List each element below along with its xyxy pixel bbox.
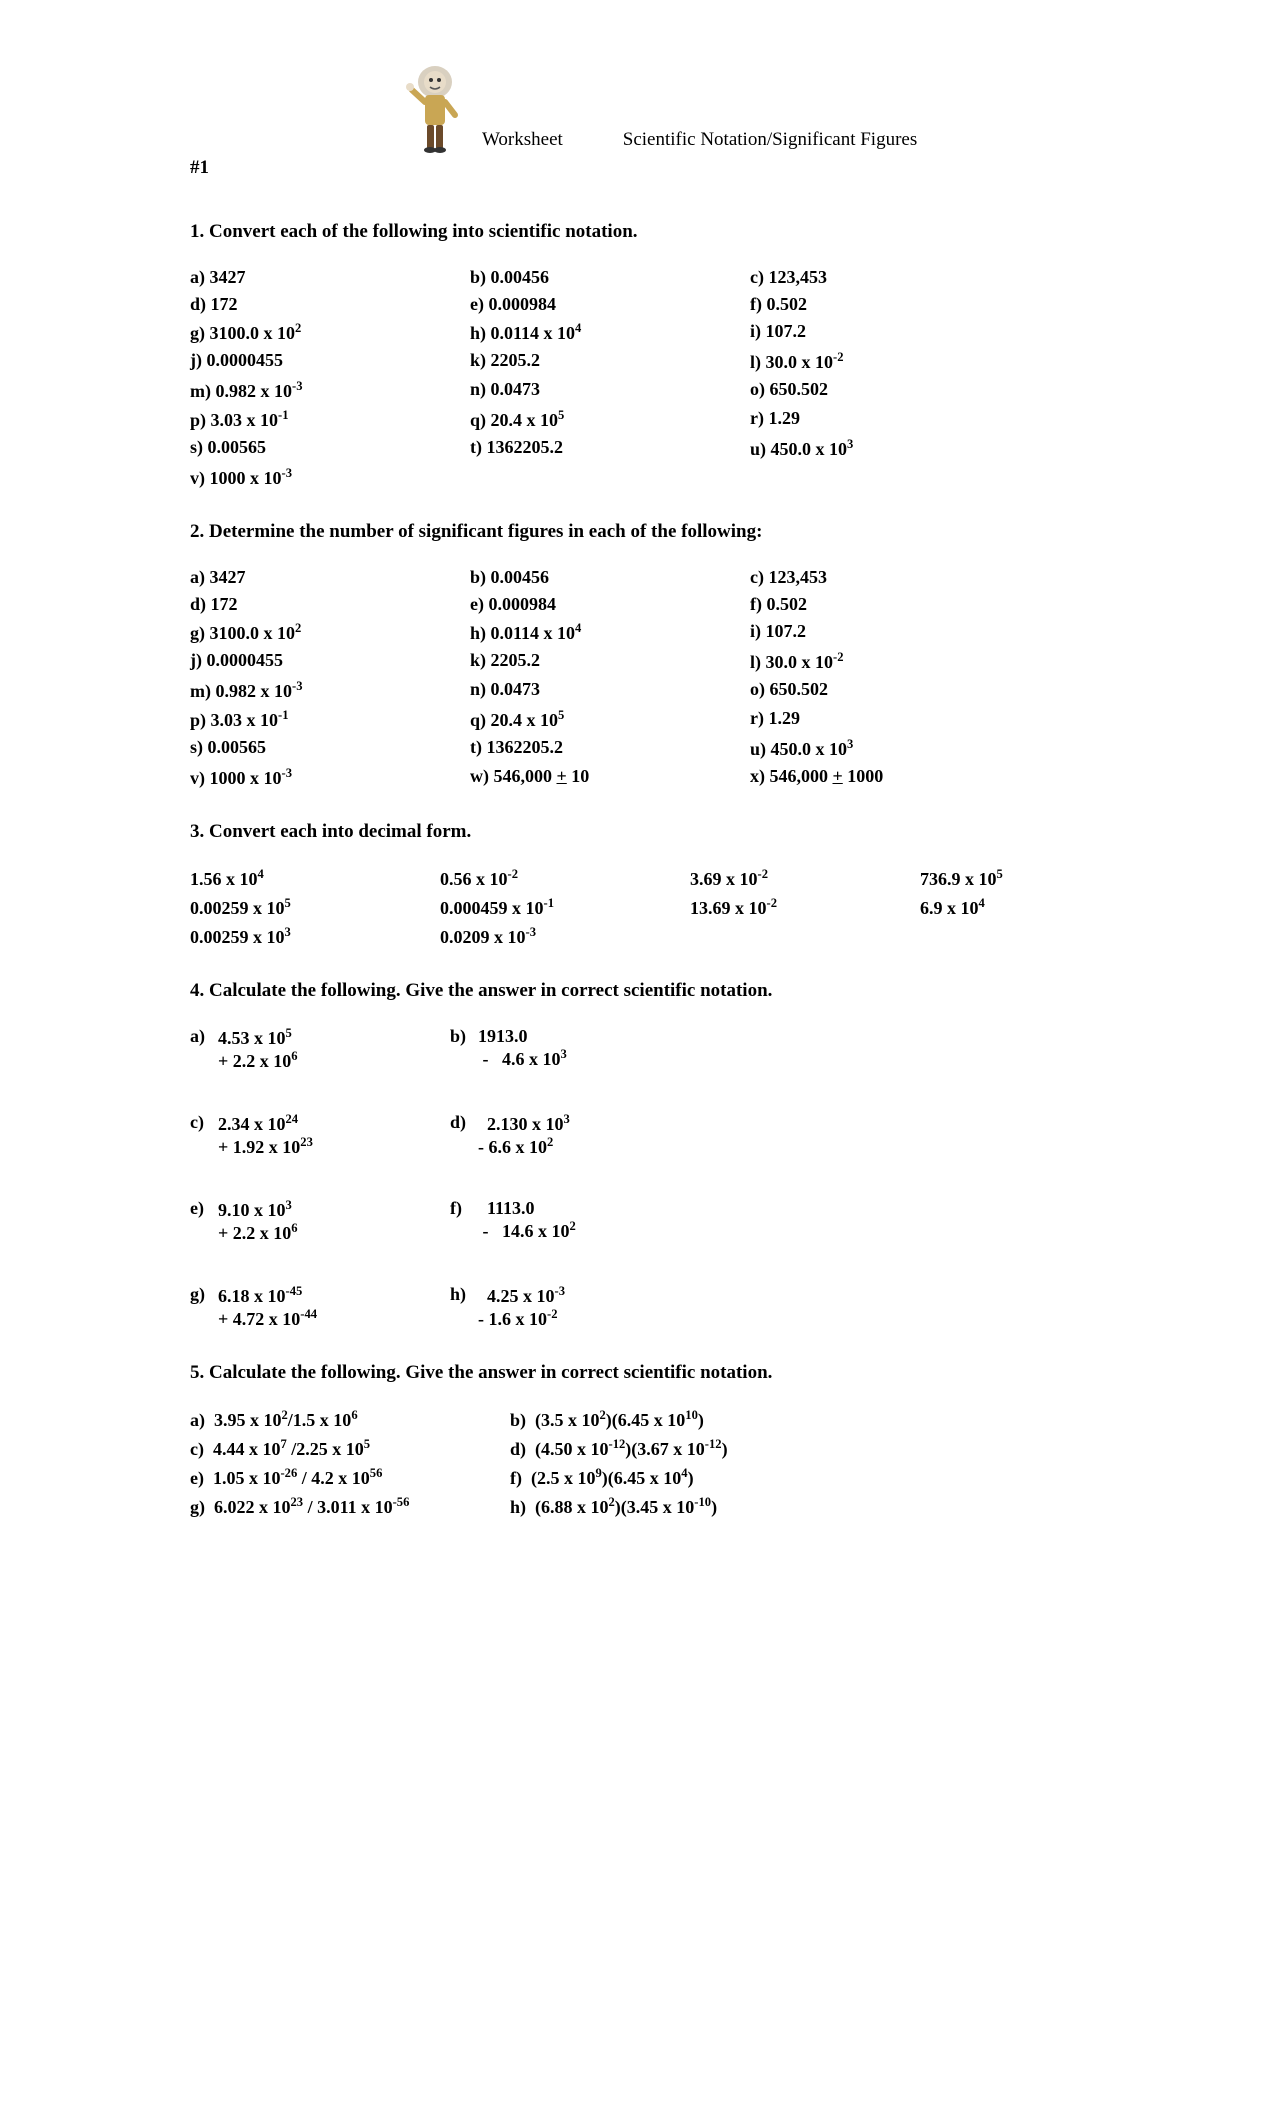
problem-item: 1.56 x 104 — [190, 867, 440, 890]
worksheet-label: Worksheet — [482, 129, 563, 151]
problem-item: s) 0.00565 — [190, 737, 470, 760]
problem-item: l) 30.0 x 10-2 — [750, 650, 1030, 673]
problem-item: j) 0.0000455 — [190, 350, 470, 373]
problem-item: c) 123,453 — [750, 567, 1030, 588]
calc-problem: f) 1113.0 - 14.6 x 102 — [450, 1198, 750, 1244]
problem-item: 0.000459 x 10-1 — [440, 896, 690, 919]
worksheet-page: Worksheet Scientific Notation/Significan… — [130, 0, 1150, 1598]
problem-item: e) 0.000984 — [470, 594, 750, 615]
problem-item: d) 172 — [190, 294, 470, 315]
problem-item: u) 450.0 x 103 — [750, 737, 1030, 760]
calc-problem: f) (2.5 x 109)(6.45 x 104) — [510, 1466, 930, 1489]
problem-item: j) 0.0000455 — [190, 650, 470, 673]
einstein-icon — [400, 60, 470, 155]
problem-item: 0.56 x 10-2 — [440, 867, 690, 890]
calc-problem: h) (6.88 x 102)(3.45 x 10-10) — [510, 1495, 930, 1518]
problem-item: 13.69 x 10-2 — [690, 896, 920, 919]
calc-problem: b) (3.5 x 102)(6.45 x 1010) — [510, 1408, 930, 1431]
calc-problem: e) 1.05 x 10-26 / 4.2 x 1056 — [190, 1466, 510, 1489]
problem-item: 0.00259 x 103 — [190, 925, 440, 948]
section1-grid: a) 3427b) 0.00456c) 123,453 d) 172e) 0.00… — [190, 267, 1090, 489]
problem-item: o) 650.502 — [750, 679, 1030, 702]
topic-label: Scientific Notation/Significant Figures — [623, 129, 917, 151]
problem-item: o) 650.502 — [750, 379, 1030, 402]
problem-item: f) 0.502 — [750, 594, 1030, 615]
problem-item: a) 3427 — [190, 267, 470, 288]
problem-item: e) 0.000984 — [470, 294, 750, 315]
problem-item: m) 0.982 x 10-3 — [190, 379, 470, 402]
problem-item: i) 107.2 — [750, 321, 1030, 344]
problem-item: b) 0.00456 — [470, 567, 750, 588]
problem-item: x) 546,000 + 1000 — [750, 766, 1030, 789]
problem-item: h) 0.0114 x 104 — [470, 621, 750, 644]
problem-item: t) 1362205.2 — [470, 737, 750, 760]
calc-problem: a)4.53 x 105+ 2.2 x 106 — [190, 1026, 450, 1072]
calc-problem: h) 4.25 x 10-3- 1.6 x 10-2 — [450, 1284, 750, 1330]
calc-problem: a) 3.95 x 102/1.5 x 106 — [190, 1408, 510, 1431]
problem-item: f) 0.502 — [750, 294, 1030, 315]
section5-title: 5. Calculate the following. Give the ans… — [190, 1362, 1090, 1384]
section5-grid: a) 3.95 x 102/1.5 x 106b) (3.5 x 102)(6.… — [190, 1408, 1090, 1518]
section2-title: 2. Determine the number of significant f… — [190, 521, 1090, 543]
calc-problem: b)1913.0 - 4.6 x 103 — [450, 1026, 750, 1072]
header: Worksheet Scientific Notation/Significan… — [400, 60, 1090, 155]
problem-item: n) 0.0473 — [470, 379, 750, 402]
problem-item: w) 546,000 + 10 — [470, 766, 750, 789]
section4-grid: a)4.53 x 105+ 2.2 x 106b)1913.0 - 4.6 x … — [190, 1026, 1090, 1330]
section2-grid: a) 3427b) 0.00456c) 123,453 d) 172e) 0.00… — [190, 567, 1090, 789]
problem-item: 0.0209 x 10-3 — [440, 925, 690, 948]
problem-item: 0.00259 x 105 — [190, 896, 440, 919]
problem-item — [920, 925, 1070, 948]
problem-item: b) 0.00456 — [470, 267, 750, 288]
problem-item: v) 1000 x 10-3 — [190, 766, 470, 789]
problem-item: c) 123,453 — [750, 267, 1030, 288]
calc-problem: e)9.10 x 103+ 2.2 x 106 — [190, 1198, 450, 1244]
problem-item — [750, 466, 1030, 489]
problem-item: p) 3.03 x 10-1 — [190, 408, 470, 431]
calc-problem: d) (4.50 x 10-12)(3.67 x 10-12) — [510, 1437, 930, 1460]
problem-item: r) 1.29 — [750, 408, 1030, 431]
section1-title: 1. Convert each of the following into sc… — [190, 221, 1090, 243]
problem-item: g) 3100.0 x 102 — [190, 621, 470, 644]
problem-item: t) 1362205.2 — [470, 437, 750, 460]
calc-problem: d) 2.130 x 103- 6.6 x 102 — [450, 1112, 750, 1158]
section3-title: 3. Convert each into decimal form. — [190, 821, 1090, 843]
problem-item: 6.9 x 104 — [920, 896, 1070, 919]
problem-item: a) 3427 — [190, 567, 470, 588]
section4-title: 4. Calculate the following. Give the ans… — [190, 980, 1090, 1002]
problem-item — [470, 466, 750, 489]
page-number: #1 — [190, 157, 1090, 179]
problem-item: 736.9 x 105 — [920, 867, 1070, 890]
problem-item: r) 1.29 — [750, 708, 1030, 731]
section3-grid: 1.56 x 1040.56 x 10-23.69 x 10-2736.9 x … — [190, 867, 1090, 948]
problem-item: m) 0.982 x 10-3 — [190, 679, 470, 702]
problem-item: i) 107.2 — [750, 621, 1030, 644]
problem-item — [690, 925, 920, 948]
calc-problem: g) 6.022 x 1023 / 3.011 x 10-56 — [190, 1495, 510, 1518]
problem-item: n) 0.0473 — [470, 679, 750, 702]
calc-problem: c)2.34 x 1024+ 1.92 x 1023 — [190, 1112, 450, 1158]
problem-item: p) 3.03 x 10-1 — [190, 708, 470, 731]
problem-item: 3.69 x 10-2 — [690, 867, 920, 890]
problem-item: v) 1000 x 10-3 — [190, 466, 470, 489]
problem-item: k) 2205.2 — [470, 650, 750, 673]
problem-item: q) 20.4 x 105 — [470, 708, 750, 731]
problem-item: k) 2205.2 — [470, 350, 750, 373]
problem-item: h) 0.0114 x 104 — [470, 321, 750, 344]
problem-item: u) 450.0 x 103 — [750, 437, 1030, 460]
calc-problem: c) 4.44 x 107 /2.25 x 105 — [190, 1437, 510, 1460]
problem-item: q) 20.4 x 105 — [470, 408, 750, 431]
problem-item: g) 3100.0 x 102 — [190, 321, 470, 344]
problem-item: d) 172 — [190, 594, 470, 615]
problem-item: l) 30.0 x 10-2 — [750, 350, 1030, 373]
calc-problem: g)6.18 x 10-45+ 4.72 x 10-44 — [190, 1284, 450, 1330]
problem-item: s) 0.00565 — [190, 437, 470, 460]
